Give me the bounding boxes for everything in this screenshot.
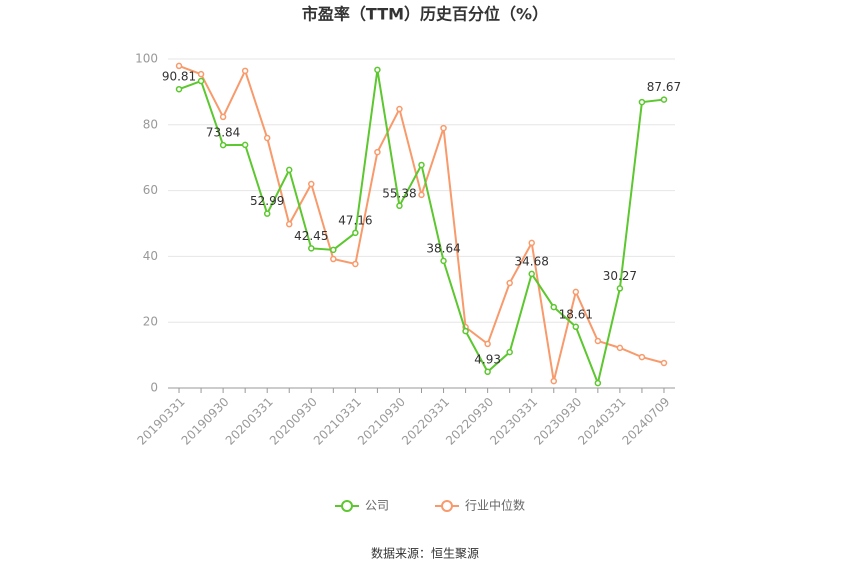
point bbox=[219, 141, 227, 149]
value-label: 90.81 bbox=[162, 70, 196, 84]
value-label: 38.64 bbox=[426, 241, 460, 255]
value-label: 47.16 bbox=[338, 213, 372, 227]
value-label: 34.68 bbox=[515, 254, 549, 268]
point bbox=[374, 148, 381, 156]
point bbox=[308, 245, 315, 252]
point bbox=[263, 134, 271, 142]
y-tick-label: 40 bbox=[143, 249, 158, 263]
x-tick-label: 20240709 bbox=[619, 395, 672, 448]
point bbox=[550, 303, 558, 311]
point bbox=[572, 323, 580, 331]
y-tick-label: 80 bbox=[143, 117, 158, 131]
point bbox=[396, 202, 403, 210]
value-label: 87.67 bbox=[647, 80, 681, 94]
point bbox=[197, 70, 205, 78]
point bbox=[440, 124, 447, 132]
value-label: 55.38 bbox=[382, 186, 416, 200]
point bbox=[175, 62, 183, 70]
point bbox=[638, 353, 646, 361]
point bbox=[285, 166, 293, 174]
point bbox=[418, 161, 425, 169]
value-label: 52.99 bbox=[250, 194, 284, 208]
y-tick-label: 60 bbox=[143, 183, 158, 197]
point bbox=[462, 327, 469, 335]
point bbox=[638, 98, 646, 106]
point bbox=[175, 85, 183, 93]
point bbox=[197, 77, 205, 85]
point bbox=[616, 285, 624, 292]
point bbox=[506, 348, 513, 356]
point bbox=[484, 340, 491, 348]
point bbox=[660, 96, 668, 103]
value-label: 73.84 bbox=[206, 126, 240, 140]
y-tick-label: 0 bbox=[150, 381, 158, 395]
series-line bbox=[178, 64, 665, 382]
value-label: 30.27 bbox=[603, 269, 637, 283]
legend-marker bbox=[341, 500, 353, 512]
point bbox=[263, 210, 271, 217]
y-tick-label: 20 bbox=[143, 315, 158, 329]
source: 数据来源：恒生聚源 bbox=[371, 546, 479, 561]
point bbox=[418, 191, 425, 199]
point bbox=[241, 67, 249, 75]
value-label: 42.45 bbox=[294, 229, 328, 243]
value-label: 4.93 bbox=[474, 352, 501, 366]
point bbox=[396, 105, 403, 113]
legend-label: 公司 bbox=[365, 499, 389, 513]
point bbox=[550, 377, 558, 385]
value-label: 18.61 bbox=[559, 307, 593, 321]
point bbox=[616, 344, 624, 352]
point bbox=[219, 113, 227, 121]
series-line bbox=[178, 69, 665, 387]
point bbox=[572, 288, 580, 296]
point bbox=[308, 180, 315, 188]
point bbox=[374, 66, 381, 74]
chart-title: 市盈率（TTM）历史百分位（%） bbox=[302, 5, 548, 24]
point bbox=[594, 379, 602, 387]
point bbox=[241, 141, 249, 149]
point bbox=[506, 279, 513, 287]
point bbox=[352, 229, 359, 237]
point bbox=[352, 260, 359, 268]
point bbox=[660, 359, 668, 367]
point bbox=[528, 270, 535, 278]
point bbox=[440, 257, 447, 265]
point bbox=[594, 337, 602, 345]
point bbox=[285, 220, 293, 228]
point bbox=[528, 239, 535, 247]
y-tick-label: 100 bbox=[135, 52, 158, 66]
point bbox=[484, 368, 491, 376]
legend-marker bbox=[441, 500, 453, 512]
legend-label: 行业中位数 bbox=[465, 498, 525, 513]
point bbox=[330, 255, 337, 263]
point bbox=[330, 246, 337, 254]
